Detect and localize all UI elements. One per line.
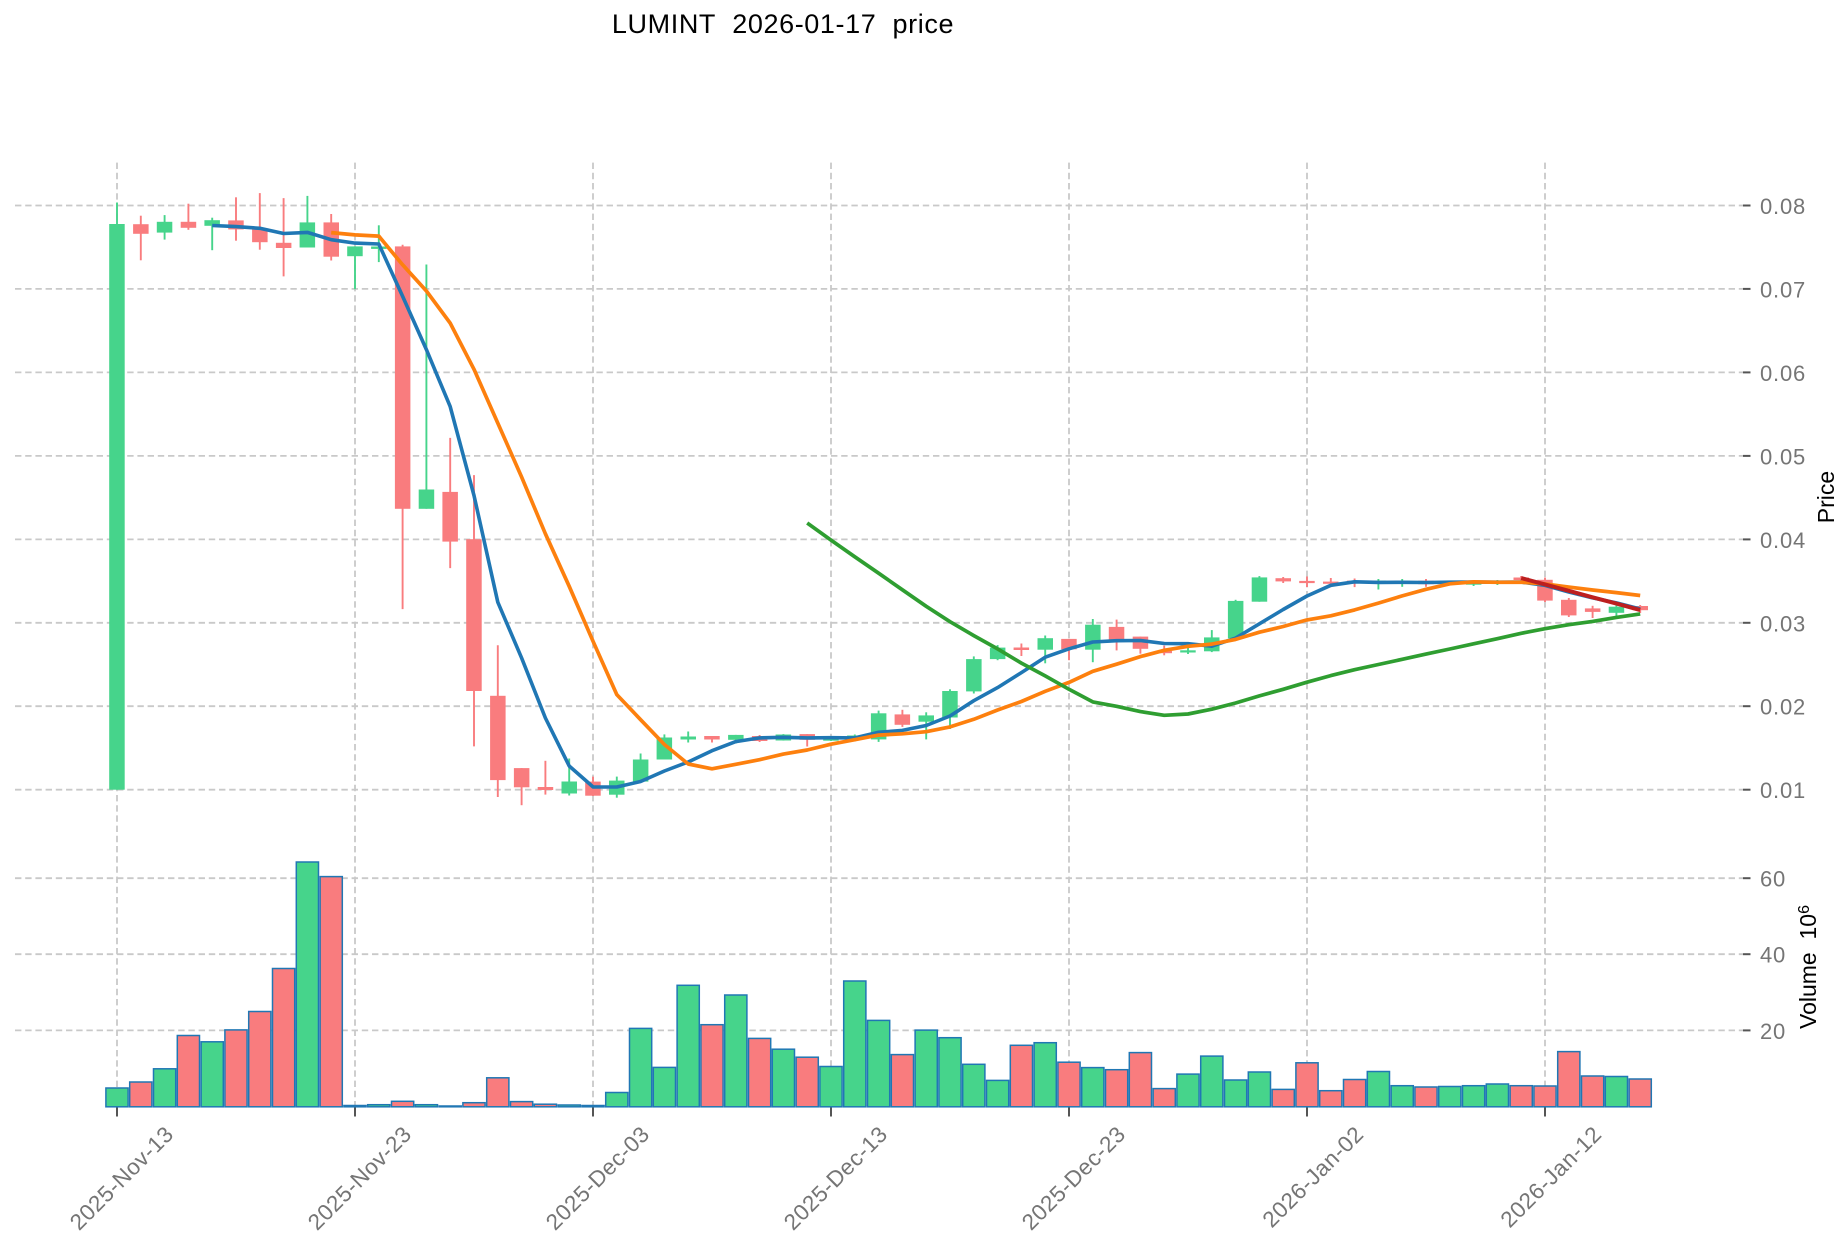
svg-text:0.07: 0.07 [1760,277,1806,302]
svg-text:LUMINT 2026-01-17 price: LUMINT 2026-01-17 price [612,9,954,39]
svg-text:Volume 106: Volume 106 [1795,905,1821,1029]
svg-text:40: 40 [1760,943,1786,968]
svg-text:Price: Price [1813,471,1839,523]
svg-text:0.03: 0.03 [1760,611,1806,636]
svg-text:0.06: 0.06 [1760,361,1806,386]
svg-text:0.02: 0.02 [1760,695,1806,720]
svg-text:20: 20 [1760,1019,1786,1044]
svg-text:60: 60 [1760,867,1786,892]
svg-text:0.01: 0.01 [1760,778,1806,803]
svg-text:0.04: 0.04 [1760,528,1806,553]
svg-text:0.08: 0.08 [1760,194,1806,219]
svg-text:0.05: 0.05 [1760,444,1806,469]
